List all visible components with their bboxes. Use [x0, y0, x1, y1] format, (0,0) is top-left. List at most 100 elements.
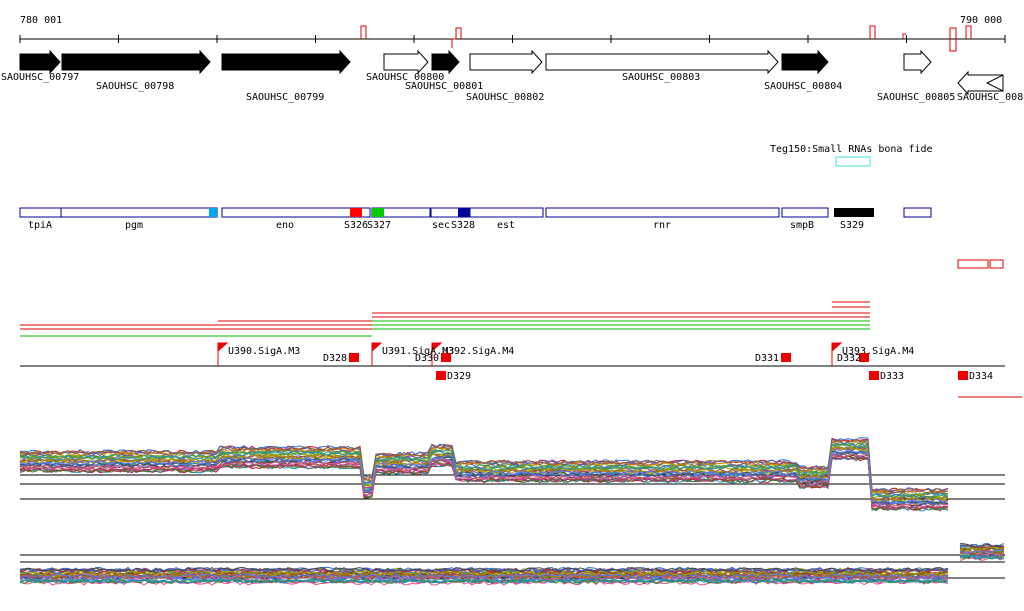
profile-trace [19, 543, 1005, 573]
terminator-label: D328 [323, 353, 347, 364]
promoter-flag[interactable] [371, 342, 383, 366]
ruler-peaks [360, 25, 972, 52]
annotation-label: sec [432, 220, 450, 231]
annotation-label: S327 [367, 220, 391, 231]
profile-trace [19, 556, 1005, 586]
profile-trace [19, 543, 1005, 573]
annotation-label: tpiA [28, 220, 52, 231]
expression-profile-lower [19, 542, 1005, 586]
profile-trace [19, 453, 949, 508]
annotation-label: S328 [451, 220, 475, 231]
annotation-box[interactable] [469, 207, 544, 218]
promoter-flag[interactable] [431, 342, 443, 366]
gene-arrow[interactable] [383, 49, 429, 75]
small-rna-label: Teg150:Small RNAs bona fide [770, 144, 933, 155]
profile-trace [19, 543, 1005, 573]
terminator-box[interactable] [869, 371, 879, 380]
promoter-flags [217, 342, 843, 366]
terminator-box[interactable] [859, 353, 869, 362]
gene-arrow[interactable] [545, 49, 779, 75]
annotation-marker[interactable] [372, 208, 384, 217]
annotation-marker[interactable] [834, 208, 874, 217]
annotation-marker[interactable] [209, 208, 217, 217]
terminator-label: D329 [447, 371, 471, 382]
annotation-box[interactable] [903, 207, 932, 218]
annotation-box[interactable] [545, 207, 780, 218]
promoter-label: U391.SigA.M3 [382, 346, 454, 357]
gene-label: SAOUHSC_00806 [957, 92, 1024, 103]
gene-label: SAOUHSC_00802 [466, 92, 544, 103]
gene-label: SAOUHSC_00797 [1, 72, 79, 83]
promoter-label: U390.SigA.M3 [228, 346, 300, 357]
gene-label: SAOUHSC_00804 [764, 81, 842, 92]
terminator-label: D334 [969, 371, 993, 382]
profile-trace [19, 443, 949, 499]
gene-label: SAOUHSC_00800 [366, 72, 444, 83]
gene-arrow[interactable] [957, 70, 1004, 96]
annotation-box[interactable] [221, 207, 371, 218]
annotation-label: smpB [790, 220, 814, 231]
gene-label: SAOUHSC_00801 [405, 81, 483, 92]
gene-label: SAOUHSC_00799 [246, 92, 324, 103]
gene-label: SAOUHSC_00798 [96, 81, 174, 92]
promoter-label: U393.SigA.M4 [842, 346, 914, 357]
profile-trace [19, 447, 949, 502]
ruler-end-label: 790 000 [960, 15, 1002, 26]
annotation-label: rnr [653, 220, 671, 231]
gene-arrow[interactable] [61, 49, 211, 75]
terminator-label: D333 [880, 371, 904, 382]
annotation-box[interactable] [60, 207, 218, 218]
promoter-flag[interactable] [217, 342, 229, 366]
terminator-box[interactable] [436, 371, 446, 380]
gene-arrow[interactable] [985, 74, 1004, 92]
regulatory-track: U390.SigA.M3 U391.SigA.M3 U392.SigA.M4 U… [20, 342, 1005, 382]
red-feature-boxes [957, 259, 1004, 269]
gene-arrow[interactable] [903, 49, 932, 75]
terminator-label: D330 [415, 353, 439, 364]
gene-arrow[interactable] [431, 49, 460, 75]
terminator-label: D332 [837, 353, 861, 364]
profile-trace [19, 445, 949, 501]
annotation-marker[interactable] [458, 208, 470, 217]
annotation-marker[interactable] [350, 208, 362, 217]
ruler-start-label: 780 001 [20, 15, 62, 26]
gene-arrow[interactable] [469, 49, 543, 75]
promoter-label: U392.SigA.M4 [442, 346, 514, 357]
gene-label: SAOUHSC_00803 [622, 72, 700, 83]
gene-arrow[interactable] [221, 49, 351, 75]
profile-trace [19, 442, 949, 498]
gene-track: SAOUHSC_00797 SAOUHSC_00798 SAOUHSC_0079… [1, 49, 1024, 103]
terminator-box[interactable] [349, 353, 359, 362]
profile-traces-lower [19, 542, 1005, 586]
promoter-flag[interactable] [831, 342, 843, 366]
red-feature-box[interactable] [989, 259, 1004, 269]
terminator-boxes [349, 353, 968, 380]
annotation-label: pgm [125, 220, 143, 231]
profile-trace [19, 438, 949, 493]
annotation-box[interactable] [19, 207, 62, 218]
terminator-box[interactable] [781, 353, 791, 362]
gene-arrow[interactable] [781, 49, 829, 75]
small-rna-box[interactable] [835, 156, 871, 167]
terminator-box[interactable] [441, 353, 451, 362]
ruler-ticks [19, 35, 1006, 43]
profile-trace [19, 443, 949, 499]
red-feature-box[interactable] [957, 259, 989, 269]
gene-arrow[interactable] [19, 49, 61, 75]
profile-trace [19, 542, 1005, 572]
terminator-label: D331 [755, 353, 779, 364]
profile-trace [19, 456, 949, 511]
annotation-box[interactable] [781, 207, 829, 218]
profile-trace [19, 455, 949, 510]
terminator-box[interactable] [958, 371, 968, 380]
annotation-track: tpiA pgm eno S326 S327 sec S328 est rnr … [19, 207, 932, 231]
small-rna-track: Teg150:Small RNAs bona fide [770, 144, 933, 167]
annotation-label: S329 [840, 220, 864, 231]
gene-label: SAOUHSC_00805 [877, 92, 955, 103]
expression-profile-upper [19, 437, 1005, 512]
profile-trace [19, 448, 949, 504]
coordinate-ruler: 780 001 790 000 [19, 15, 1006, 52]
profile-trace [19, 450, 949, 505]
profile-trace [19, 546, 1005, 576]
